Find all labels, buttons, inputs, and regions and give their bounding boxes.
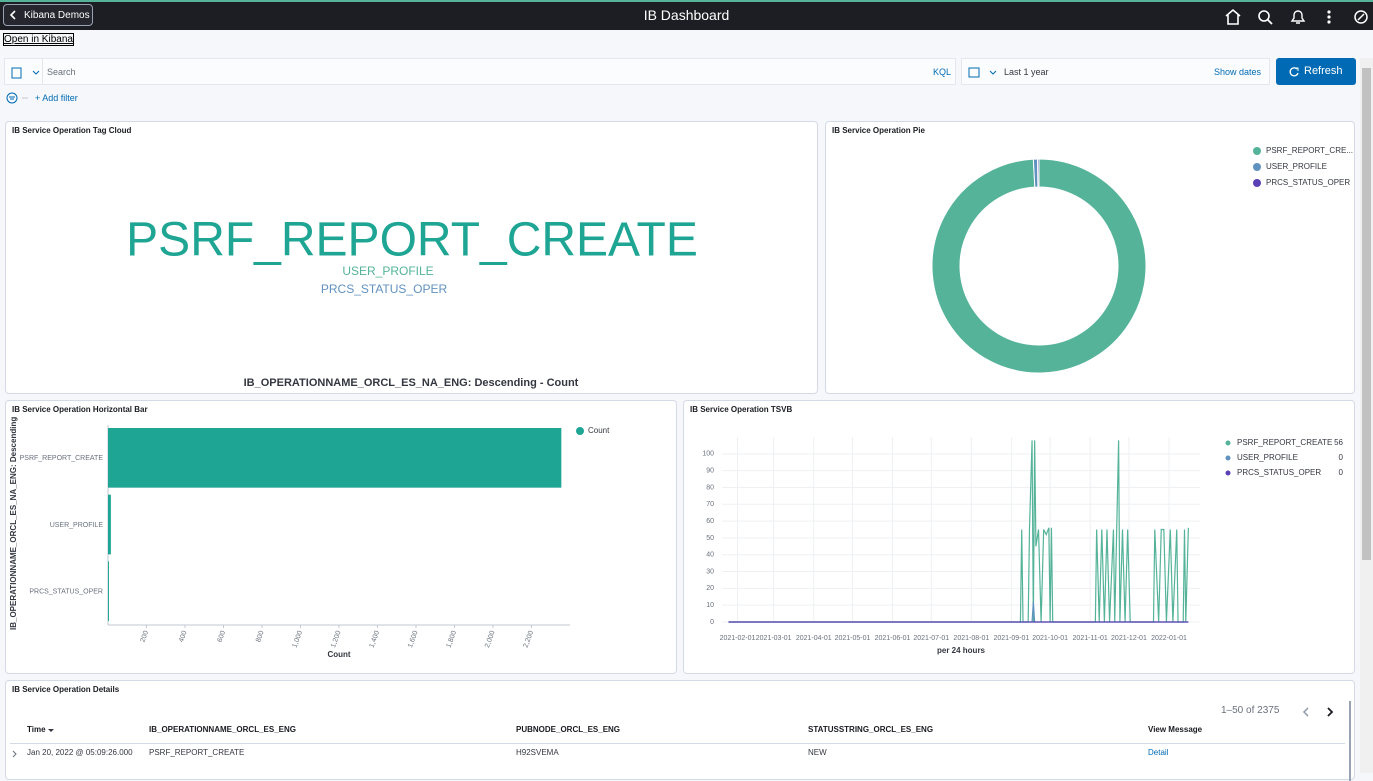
time-range: Last 1 year (1004, 67, 1049, 77)
tag-cloud-panel: IB Service Operation Tag Cloud (5, 121, 818, 394)
add-filter[interactable]: + Add filter (35, 93, 78, 103)
back-button[interactable]: Kibana Demos (3, 4, 93, 26)
panel-title: IB Service Operation TSVB (690, 405, 793, 414)
pie-panel: IB Service Operation Pie (825, 121, 1355, 394)
scrollbar[interactable] (1360, 58, 1373, 773)
bar-panel: IB Service Operation Horizontal Bar (5, 400, 677, 674)
nav-icons[interactable] (1220, 6, 1370, 28)
top-nav: Kibana Demos IB Dashboard (0, 0, 1373, 30)
calendar-icon[interactable] (968, 67, 998, 79)
panel-title: IB Service Operation Tag Cloud (12, 126, 132, 135)
page-title: IB Dashboard (643, 7, 730, 23)
show-dates[interactable]: Show dates (1214, 67, 1262, 77)
details-panel: IB Service Operation Details 1–50 of 237… (5, 680, 1355, 781)
refresh-button[interactable]: Refresh (1276, 58, 1356, 85)
expand-icon[interactable] (11, 749, 19, 759)
panel-title: IB Service Operation Pie (832, 126, 925, 135)
panel-title: IB Service Operation Horizontal Bar (12, 405, 148, 414)
open-link[interactable]: Open in Kibana (3, 33, 74, 46)
search-bar[interactable]: Search KQL (4, 58, 956, 85)
filter-icon[interactable] (6, 92, 32, 104)
refresh-icon (1289, 67, 1299, 77)
pager-buttons[interactable] (1298, 703, 1342, 721)
tsvb-panel: IB Service Operation TSVB (683, 400, 1355, 674)
search-placeholder: Search (47, 67, 76, 77)
pagination: 1–50 of 2375 (1221, 705, 1280, 716)
kql-button[interactable]: KQL (933, 67, 952, 77)
time-picker[interactable]: Last 1 year Show dates (961, 58, 1270, 85)
panel-title: IB Service Operation Details (12, 685, 120, 694)
back-icon (9, 10, 16, 20)
saved-query-icon[interactable] (11, 67, 41, 79)
